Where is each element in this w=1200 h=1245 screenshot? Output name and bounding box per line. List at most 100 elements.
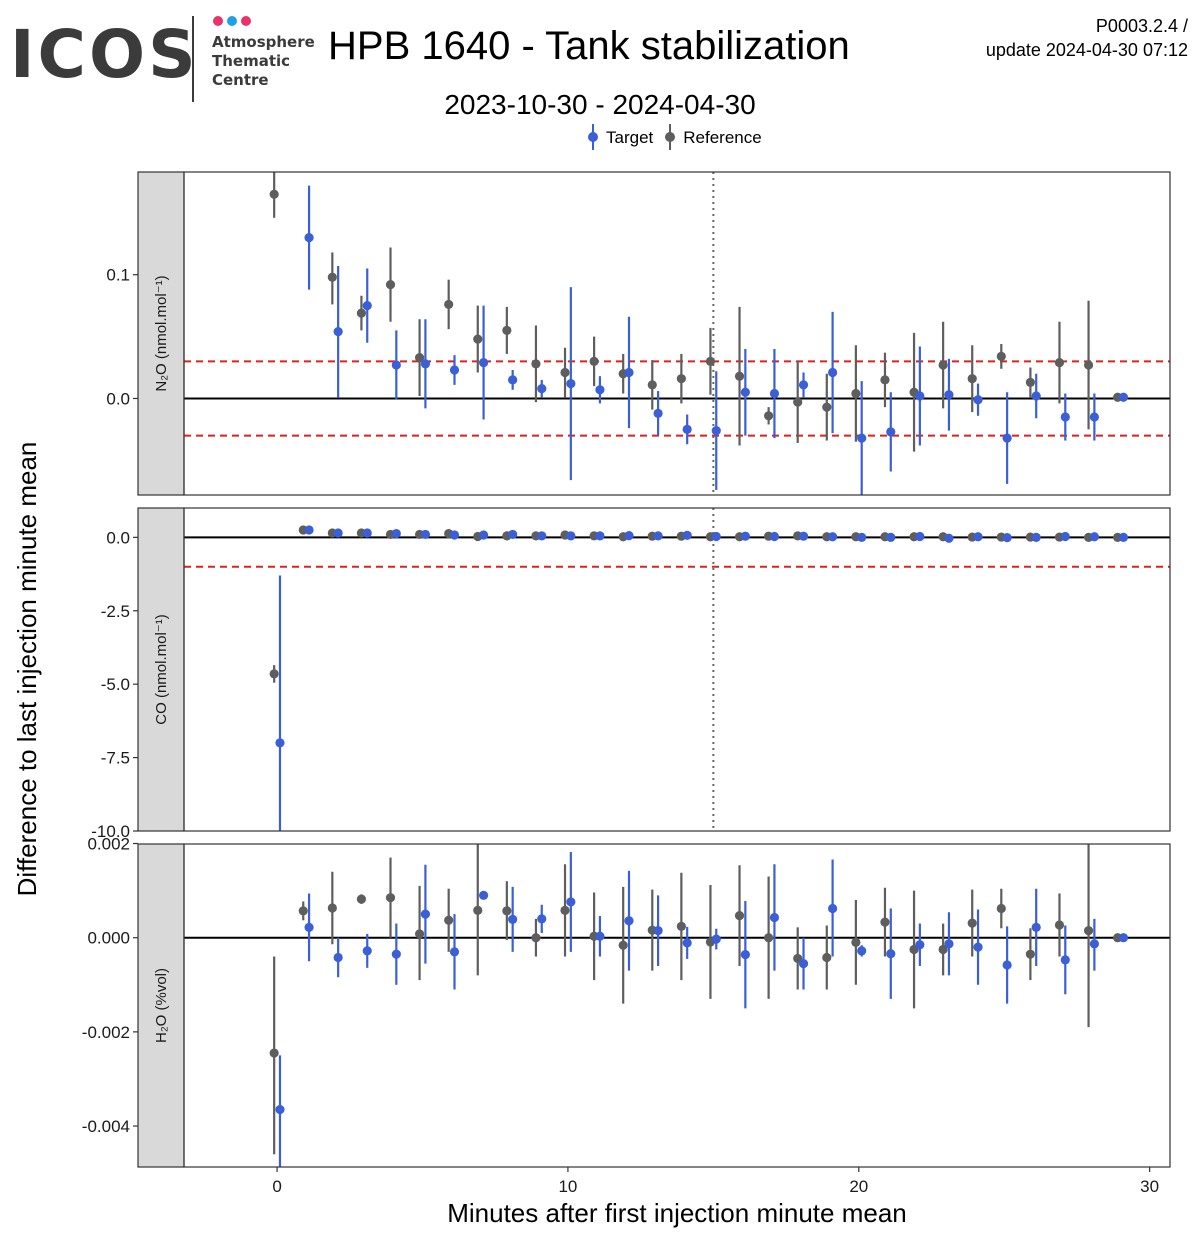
data-point-reference <box>531 933 541 943</box>
data-point-reference <box>793 397 803 407</box>
data-point-target <box>333 952 343 963</box>
data-point-target <box>304 525 314 535</box>
data-point-reference <box>473 334 483 344</box>
data-point-reference <box>298 906 308 916</box>
panel-strip-co <box>137 507 185 832</box>
legend: Target Reference <box>586 124 772 150</box>
data-point-target <box>740 950 750 960</box>
data-point-reference <box>996 903 1006 914</box>
data-point-target <box>1002 433 1012 443</box>
data-point-target <box>857 946 867 956</box>
data-point-target <box>508 375 518 385</box>
data-point-target <box>1089 939 1099 949</box>
data-point-target <box>798 958 809 969</box>
y-tick-label: -0.002 <box>82 1023 130 1042</box>
page-title: HPB 1640 - Tank stabilization <box>328 24 850 68</box>
data-point-reference <box>269 669 279 679</box>
version-line: P0003.2.4 / <box>1095 16 1188 36</box>
data-point-target <box>682 938 692 948</box>
data-point-target <box>828 367 838 378</box>
panel-border-n2o <box>183 171 1171 496</box>
y-tick-label: -7.5 <box>101 749 130 768</box>
data-point-reference <box>327 903 337 913</box>
legend-item-target: Target <box>586 124 653 150</box>
date-range: 2023-10-30 - 2024-04-30 <box>444 89 756 120</box>
data-point-reference <box>996 351 1006 361</box>
data-point-reference <box>764 933 774 943</box>
data-point-reference <box>1025 377 1035 387</box>
data-point-reference <box>676 921 686 931</box>
data-point-target <box>624 531 634 541</box>
panel-border-h2o <box>183 843 1171 1168</box>
data-point-target <box>1060 531 1070 542</box>
data-point-reference <box>531 359 541 369</box>
data-point-target <box>653 531 663 541</box>
data-point-reference <box>269 189 279 199</box>
data-point-reference <box>734 371 745 381</box>
panel-strip-n2o <box>137 171 185 496</box>
panel-strip-label: N₂O (nmol.mol⁻¹) <box>153 275 170 391</box>
legend-key-target <box>586 124 600 150</box>
panel-strip-h2o <box>137 843 185 1168</box>
panel-strip-label: H₂O (%vol) <box>153 968 170 1043</box>
panel-strip-label: CO (nmol.mol⁻¹) <box>153 614 170 724</box>
data-point-reference <box>385 893 396 903</box>
data-point-target <box>798 380 809 390</box>
x-tick-label: 30 <box>1140 1177 1159 1196</box>
data-point-target <box>449 365 460 375</box>
data-point-reference <box>385 280 396 290</box>
data-point-target <box>566 531 576 541</box>
data-point-reference <box>938 944 948 955</box>
data-point-reference <box>1083 360 1094 370</box>
data-point-reference <box>705 356 716 366</box>
data-point-target <box>769 531 780 542</box>
data-point-target <box>478 530 489 540</box>
data-point-target <box>508 529 518 540</box>
data-point-target <box>857 532 867 542</box>
data-point-target <box>566 897 576 907</box>
data-point-reference <box>1054 357 1065 368</box>
data-point-reference <box>356 894 367 904</box>
data-point-reference <box>560 367 570 378</box>
y-tick-label: 0.1 <box>106 266 130 285</box>
data-point-target <box>973 942 983 952</box>
logo-sub-line: Atmosphere <box>212 33 315 51</box>
data-point-target <box>915 391 925 401</box>
x-axis-title: Minutes after first injection minute mea… <box>447 1198 907 1228</box>
data-point-target <box>478 357 489 368</box>
data-point-reference <box>1083 926 1094 936</box>
data-point-target <box>1060 955 1070 965</box>
data-point-target <box>886 427 896 437</box>
data-point-target <box>566 379 576 389</box>
legend-label-target: Target <box>606 127 654 147</box>
legend-item-reference: Reference <box>663 124 762 150</box>
data-point-reference <box>967 918 977 928</box>
y-tick-label: 0.000 <box>87 929 130 948</box>
data-point-reference <box>880 375 890 385</box>
logo-text: ICOS <box>10 16 199 93</box>
data-point-target <box>740 387 750 397</box>
data-point-target <box>769 912 780 923</box>
y-tick-label: 0.0 <box>106 528 130 547</box>
data-point-target <box>304 922 314 932</box>
data-point-reference <box>444 915 454 925</box>
data-point-target <box>1118 933 1129 943</box>
data-point-reference <box>269 1048 279 1058</box>
data-point-target <box>711 934 721 944</box>
data-point-reference <box>880 917 890 927</box>
data-point-target <box>1089 412 1099 422</box>
data-point-target <box>653 926 663 936</box>
data-point-target <box>391 360 401 370</box>
data-point-target <box>537 531 547 541</box>
data-point-reference <box>967 374 977 384</box>
data-point-target <box>944 390 954 400</box>
data-point-target <box>711 531 721 542</box>
data-point-target <box>1118 532 1129 542</box>
data-point-target <box>595 531 605 541</box>
data-point-reference <box>822 952 832 963</box>
data-point-reference <box>938 360 948 370</box>
data-point-target <box>420 529 431 540</box>
data-point-target <box>362 528 372 538</box>
data-point-target <box>362 946 372 956</box>
